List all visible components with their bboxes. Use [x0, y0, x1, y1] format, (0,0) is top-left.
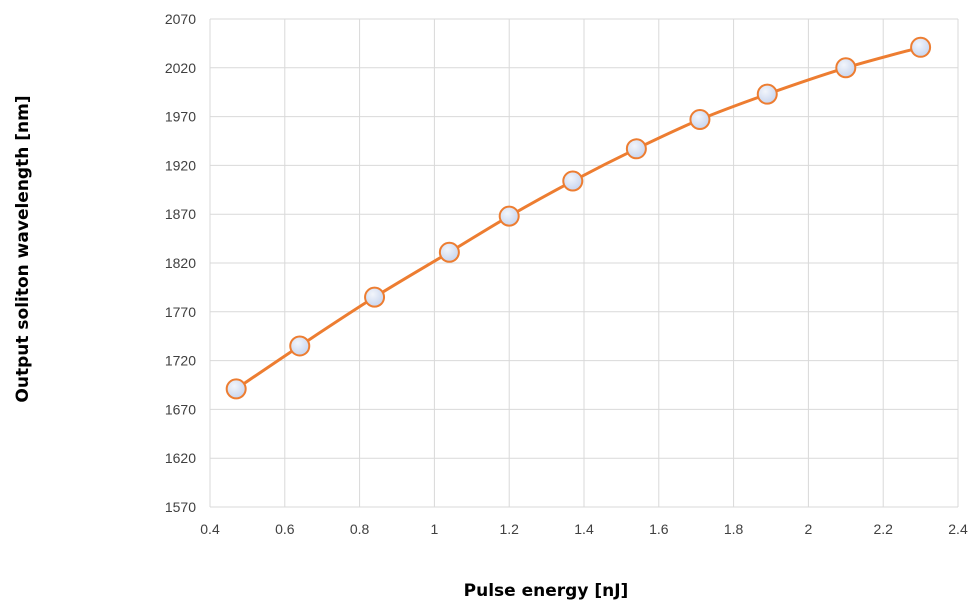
y-tick-label: 2020: [165, 60, 196, 76]
y-tick-label: 1770: [165, 304, 196, 320]
x-tick-label: 0.8: [350, 521, 370, 537]
data-point: [225, 378, 247, 400]
x-tick-label: 2.2: [873, 521, 893, 537]
data-point: [625, 138, 647, 160]
x-tick-label: 0.4: [200, 521, 220, 537]
series-line: [235, 45, 921, 391]
y-axis-title: Output soliton wavelength [nm]: [13, 95, 33, 402]
y-tick-label: 1970: [165, 109, 196, 125]
grid-lines: [209, 18, 959, 508]
x-tick-label: 1.2: [499, 521, 519, 537]
y-tick-label: 1720: [165, 353, 196, 369]
y-tick-label: 2070: [165, 11, 196, 27]
data-point: [289, 335, 311, 357]
data-point: [498, 205, 520, 227]
series-layer: [225, 36, 932, 400]
x-tick-label: 2: [805, 521, 813, 537]
y-tick-label: 1820: [165, 255, 196, 271]
x-tick-label: 1: [431, 521, 439, 537]
x-tick-label: 1.8: [724, 521, 744, 537]
x-tick-label: 2.4: [948, 521, 968, 537]
x-tick-label: 0.6: [275, 521, 295, 537]
data-point: [910, 36, 932, 58]
y-tick-label: 1870: [165, 206, 196, 222]
data-point: [364, 286, 386, 308]
x-tick-labels: 0.4 0.6 0.8 1 1.2 1.4 1.6 1.8 2 2.2 2.4: [200, 521, 968, 537]
x-axis-title: Pulse energy [nJ]: [464, 581, 629, 601]
y-tick-labels: 1570 1620 1670 1720 1770 1820 1870 1920 1970 2020…: [165, 11, 196, 515]
y-tick-label: 1620: [165, 450, 196, 466]
x-tick-label: 1.4: [574, 521, 594, 537]
y-tick-label: 1570: [165, 499, 196, 515]
data-point: [756, 83, 778, 105]
y-tick-label: 1920: [165, 157, 196, 173]
data-point: [835, 57, 857, 79]
y-tick-label: 1670: [165, 401, 196, 417]
data-point: [689, 109, 711, 131]
x-tick-label: 1.6: [649, 521, 669, 537]
data-point: [438, 241, 460, 263]
data-point: [562, 170, 584, 192]
